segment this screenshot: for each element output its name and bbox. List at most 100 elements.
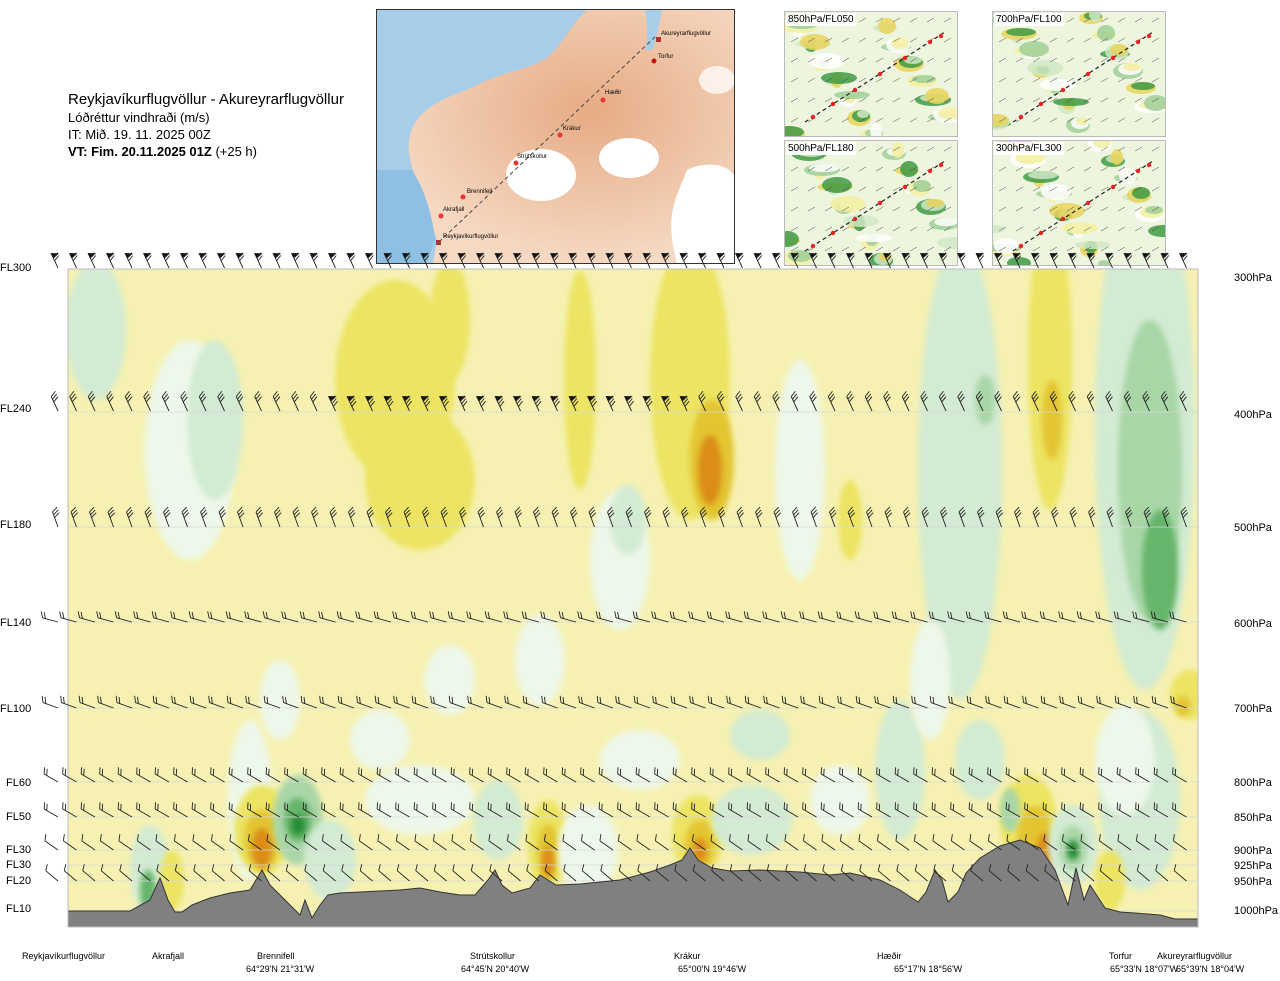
wind-barb [247, 767, 262, 783]
wind-barb [965, 611, 984, 623]
wind-barb [562, 834, 577, 851]
wind-barb [799, 611, 817, 623]
level-map-barb [998, 246, 1007, 252]
level-map-barb [943, 186, 952, 192]
wind-barb [1032, 506, 1041, 528]
location-coord: 64°29'N 21°31'W [246, 964, 315, 974]
wind-barb [598, 767, 614, 783]
level-map-waypoint [902, 184, 908, 190]
level-map-barb [1117, 146, 1126, 152]
wind-barb [931, 767, 947, 783]
wind-barb [847, 506, 856, 528]
level-map-shade [1119, 168, 1137, 184]
waypoint-marker [513, 160, 519, 166]
level-map-500[interactable]: 500hPa/FL180 [784, 140, 958, 266]
fl-label: FL30 [6, 859, 32, 871]
wind-barb [544, 864, 558, 882]
level-map-barb [1117, 77, 1126, 83]
level-map-barb [875, 77, 884, 83]
wind-barb [652, 695, 669, 709]
level-map-shade [925, 88, 949, 104]
wind-barb [531, 252, 541, 269]
wind-barb [124, 252, 134, 269]
level-map-shade [821, 72, 857, 84]
wind-barb [413, 802, 429, 818]
wind-barb [1150, 611, 1169, 623]
wind-barb [100, 864, 114, 882]
wind-barb [80, 802, 96, 818]
wind-barb [1043, 834, 1058, 851]
wind-barb [319, 695, 336, 709]
level-map-300[interactable]: 300hPa/FL300 [992, 140, 1166, 266]
level-map-shade [993, 225, 1005, 233]
wind-barb [975, 390, 984, 412]
wind-barb [1098, 834, 1113, 851]
wind-barb [661, 395, 671, 412]
fl-label: FL10 [6, 903, 32, 915]
wind-barb [859, 864, 873, 882]
wind-barb [570, 506, 578, 528]
level-map-barb [1015, 186, 1024, 192]
waypoint-marker [656, 37, 661, 42]
wind-barb [41, 695, 59, 709]
wind-barb [1024, 834, 1039, 851]
plot-frame [67, 268, 1199, 928]
wind-barb [143, 252, 152, 269]
wind-barb [563, 864, 577, 882]
wind-barb [117, 767, 133, 783]
level-map-barb [892, 146, 901, 152]
wind-barb [561, 802, 577, 818]
level-map-barb [1151, 17, 1160, 23]
location-coord: 64°45'N 20°40'W [461, 964, 530, 974]
wind-barb [459, 506, 467, 528]
level-map-barb [790, 37, 799, 43]
wind-barb [654, 767, 669, 783]
level-map-waypoint [1110, 184, 1116, 190]
wind-barb [839, 767, 854, 783]
wind-barb [624, 252, 633, 269]
wind-barb [531, 395, 542, 412]
level-map-shade [1041, 184, 1071, 200]
wind-barb [1173, 864, 1187, 882]
velocity-contour [810, 765, 870, 835]
wind-barb [143, 390, 151, 412]
level-map-barb [1134, 206, 1143, 212]
level-map-barb [1015, 166, 1024, 172]
wind-barb [568, 395, 579, 412]
level-map-850[interactable]: 850hPa/FL050 [784, 11, 958, 137]
wind-barb [291, 252, 300, 269]
wind-barb [994, 390, 1002, 412]
level-map-barb [943, 57, 952, 63]
level-map-barb [875, 246, 884, 252]
wind-barb [1039, 611, 1058, 623]
wind-barb [772, 252, 781, 269]
wind-barb [1005, 767, 1021, 783]
level-map-barb [1117, 37, 1126, 43]
wind-barb [1125, 506, 1133, 528]
wind-barb [503, 611, 521, 623]
level-map-barb [1066, 37, 1075, 43]
wind-barb [669, 611, 688, 623]
wind-barb [44, 834, 59, 851]
wind-barb [821, 834, 836, 851]
wind-barb [950, 834, 965, 851]
wind-barb [1160, 252, 1170, 269]
level-map-barb [1049, 37, 1058, 43]
wind-barb [1123, 252, 1133, 269]
wind-barb [1079, 767, 1095, 783]
waypoint-marker [438, 213, 444, 219]
level-map-700[interactable]: 700hPa/FL100 [992, 11, 1166, 137]
level-map-barb [790, 226, 799, 232]
wind-barb [1003, 695, 1021, 709]
wind-barb [559, 695, 577, 709]
wind-barb [487, 767, 503, 783]
wind-barb [230, 864, 244, 882]
wind-barb [522, 695, 540, 709]
wind-barb [1007, 864, 1021, 882]
wind-barb [933, 864, 947, 882]
wind-barb [854, 611, 873, 623]
level-map-barb [1083, 186, 1092, 192]
wind-barb [272, 252, 282, 269]
wind-barb [810, 506, 819, 528]
wind-barb [772, 390, 780, 412]
